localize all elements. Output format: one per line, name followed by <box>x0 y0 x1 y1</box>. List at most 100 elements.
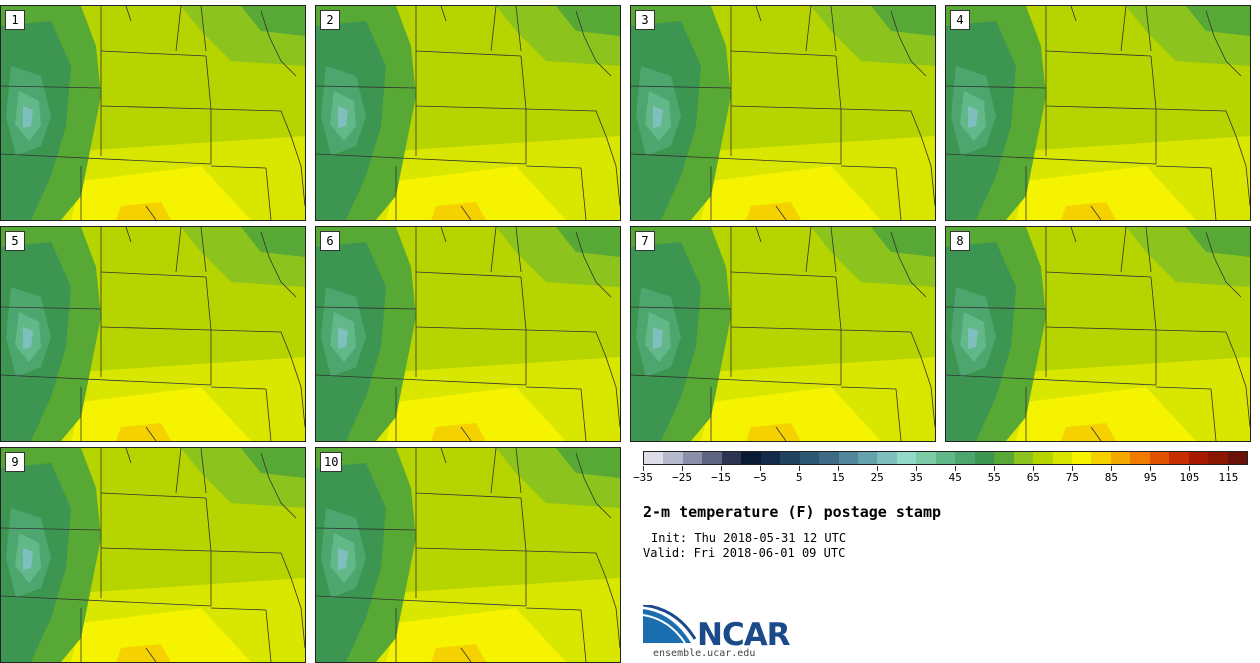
colorbar-tick-mark <box>955 466 957 471</box>
colorbar-tick-mark <box>682 466 684 471</box>
map-image <box>1 6 305 220</box>
colorbar-tick-mark <box>1189 466 1191 471</box>
colorbar-tick-label: 15 <box>831 471 845 484</box>
colorbar-tick-label: −25 <box>672 471 692 484</box>
panel-label: 9 <box>5 452 25 472</box>
map-image <box>316 227 620 441</box>
colorbar-cell <box>896 452 917 464</box>
colorbar-tick-label: 115 <box>1218 471 1239 484</box>
ncar-logo-text: NCAR <box>697 617 791 653</box>
panel-label: 10 <box>320 452 343 472</box>
colorbar-tick-mark <box>1150 466 1152 471</box>
panel-label: 6 <box>320 231 340 251</box>
site-url: ensemble.ucar.edu <box>653 648 756 659</box>
stamp-panel-4: 4 <box>945 5 1251 221</box>
colorbar-cell <box>741 452 761 464</box>
map-image <box>631 227 935 441</box>
colorbar-cell <box>955 452 975 464</box>
colorbar-tick-mark <box>799 466 801 471</box>
colorbar-cell <box>682 452 703 464</box>
plot-title: 2-m temperature (F) postage stamp <box>643 503 942 521</box>
map-image <box>316 448 620 662</box>
stamp-panel-1: 1 <box>0 5 306 221</box>
stamp-panel-2: 2 <box>315 5 621 221</box>
colorbar-tick-mark <box>760 466 762 471</box>
panel-label: 1 <box>5 10 25 30</box>
map-image <box>946 6 1250 220</box>
colorbar-tick-label: −5 <box>753 471 767 484</box>
colorbar-cell <box>1071 452 1092 464</box>
colorbar-cell <box>1188 452 1209 464</box>
panel-label: 7 <box>635 231 655 251</box>
stamp-panel-7: 7 <box>630 226 936 442</box>
colorbar-cell <box>702 452 722 464</box>
colorbar-tick-mark <box>877 466 879 471</box>
map-image <box>1 448 305 662</box>
colorbar-tick-mark <box>1111 466 1113 471</box>
colorbar-tick-label: 35 <box>909 471 923 484</box>
map-image <box>631 6 935 220</box>
map-image <box>1 227 305 441</box>
colorbar-tick-label: 95 <box>1143 471 1158 484</box>
colorbar-cell <box>1227 452 1248 464</box>
stamp-panel-3: 3 <box>630 5 936 221</box>
colorbar-ticks: −35 −25 −15 −5 5 15 25 35 45 55 65 75 85 95 105 115 <box>633 466 1248 490</box>
colorbar-tick-mark <box>1072 466 1074 471</box>
colorbar-cell <box>780 452 800 464</box>
colorbar-cell <box>1013 452 1034 464</box>
colorbar-cell <box>857 452 878 464</box>
colorbar-cell <box>1091 452 1111 464</box>
colorbar-cell <box>935 452 956 464</box>
valid-time: Valid: Fri 2018-06-01 09 UTC <box>643 546 846 560</box>
temperature-colorbar <box>643 451 1248 465</box>
colorbar-tick-label: 55 <box>987 471 1001 484</box>
panel-label: 3 <box>635 10 655 30</box>
colorbar-cell <box>1110 452 1131 464</box>
colorbar-cell <box>663 452 683 464</box>
stamp-panel-10: 10 <box>315 447 621 663</box>
colorbar-cell <box>721 452 742 464</box>
colorbar-cell <box>1130 452 1150 464</box>
colorbar-tick-mark <box>916 466 918 471</box>
colorbar-tick-mark <box>643 466 644 471</box>
map-image <box>316 6 620 220</box>
colorbar-tick-label: −15 <box>711 471 731 484</box>
colorbar-tick-label: 45 <box>948 471 962 484</box>
colorbar-cell <box>877 452 897 464</box>
colorbar-cell <box>1149 452 1170 464</box>
stamp-panel-5: 5 <box>0 226 306 442</box>
colorbar-tick-mark <box>721 466 723 471</box>
colorbar-tick-mark <box>1228 466 1230 471</box>
colorbar-tick-label: 65 <box>1026 471 1040 484</box>
colorbar-cell <box>994 452 1014 464</box>
colorbar-tick-label: 85 <box>1104 471 1118 484</box>
stamp-panel-6: 6 <box>315 226 621 442</box>
colorbar-cell <box>819 452 839 464</box>
stamp-panel-9: 9 <box>0 447 306 663</box>
colorbar-tick-mark <box>838 466 840 471</box>
colorbar-tick-label: −35 <box>633 471 653 484</box>
panel-label: 8 <box>950 231 970 251</box>
colorbar-tick-label: 75 <box>1065 471 1079 484</box>
colorbar-cell <box>1033 452 1053 464</box>
colorbar-cell <box>1208 452 1228 464</box>
colorbar-cell <box>916 452 936 464</box>
map-image <box>946 227 1250 441</box>
colorbar-tick-mark <box>1033 466 1035 471</box>
panel-label: 2 <box>320 10 340 30</box>
stamp-panel-8: 8 <box>945 226 1251 442</box>
colorbar-tick-label: 5 <box>795 471 803 484</box>
colorbar-cell <box>644 452 664 464</box>
panel-label: 4 <box>950 10 970 30</box>
colorbar-cell <box>838 452 858 464</box>
panel-label: 5 <box>5 231 25 251</box>
colorbar-tick-label: 105 <box>1179 471 1200 484</box>
colorbar-cell <box>974 452 995 464</box>
colorbar-tick-label: 25 <box>870 471 884 484</box>
init-time: Init: Thu 2018-05-31 12 UTC <box>651 531 847 545</box>
colorbar-cell <box>1052 452 1072 464</box>
colorbar-cell <box>760 452 781 464</box>
ncar-logo-icon <box>643 605 697 644</box>
colorbar-cell <box>1169 452 1189 464</box>
colorbar-cell <box>799 452 820 464</box>
